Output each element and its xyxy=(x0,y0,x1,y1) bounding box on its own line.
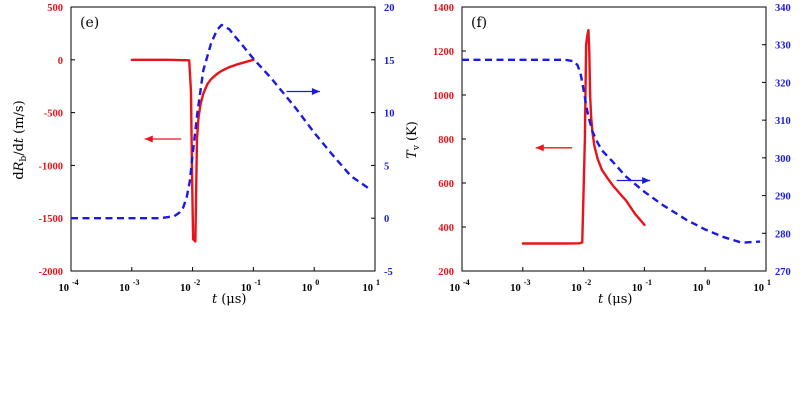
panel-f-left-tick-label: 1400 xyxy=(433,3,454,14)
panel-e-x-tick-label: 10 xyxy=(59,283,70,294)
panel-e-right-ticks: 20 15 10 5 0 -5 xyxy=(371,3,395,278)
panel-e-x-tick-label: 10 xyxy=(119,283,130,294)
panel-f-left-tick-label: 1200 xyxy=(433,47,454,58)
panel-f-x-tick-label: 10 xyxy=(754,283,765,294)
panel-f-x-tick-exponent: 0 xyxy=(706,278,710,287)
panel-f-left-tick-label: 400 xyxy=(438,223,454,234)
panel-e-x-tick-label: 10 xyxy=(241,283,252,294)
panel-f-chart: (f) 1400 1200 1000 800 600 400 200 340 330 320 31… xyxy=(405,3,791,307)
panel-e-right-tick-label: 5 xyxy=(384,161,389,172)
panel-f-right-tick-label: 270 xyxy=(775,267,791,278)
panel-f-left-ticks: 1400 1200 1000 800 600 400 200 xyxy=(433,3,466,278)
panel-f-arrow-right-icon xyxy=(642,176,651,184)
panel-f-label: (f) xyxy=(471,15,487,31)
panel-e-right-tick-label: 20 xyxy=(384,3,395,14)
panel-e-left-tick-label: -2000 xyxy=(39,267,64,278)
panel-f-series xyxy=(462,28,761,245)
panel-e-label: (e) xyxy=(80,15,99,31)
panel-e-left-tick-label: 500 xyxy=(47,3,63,14)
panel-e-left-tick-label: 0 xyxy=(58,56,63,67)
panel-e-y-axis-label: dRb/dt(m/s) xyxy=(12,100,29,179)
panel-e-series xyxy=(71,23,370,243)
panel-e-x-axis-label: t (μs) xyxy=(212,292,247,307)
panel-e-right-tick-label: -5 xyxy=(384,267,393,278)
panel-f-left-tick-label: 600 xyxy=(438,179,454,190)
panel-f-x-tick-label: 10 xyxy=(693,283,704,294)
panel-f-right-tick-label: 320 xyxy=(775,78,791,89)
panel-e-left-series-line xyxy=(130,58,255,243)
panel-f-plot-frame xyxy=(461,6,767,272)
panel-f-left-tick-label: 200 xyxy=(438,267,454,278)
panel-e-left-tick-label: -1000 xyxy=(39,161,64,172)
panel-e-arrows xyxy=(144,87,320,143)
panel-f-right-tick-label: 330 xyxy=(775,41,791,52)
panel-f-y-axis-label: Tv(K) xyxy=(405,121,422,159)
panel-f-right-tick-label: 340 xyxy=(775,3,791,14)
panel-f-right-ticks: 340 330 320 310 300 290 280 270 xyxy=(762,3,791,278)
panel-f-right-series-line xyxy=(462,58,761,244)
panel-f-x-tick-label: 10 xyxy=(571,283,582,294)
panel-f-left-series-line xyxy=(521,28,646,245)
panel-f-left-tick-label: 800 xyxy=(438,135,454,146)
panel-f-x-tick-exponent: -3 xyxy=(524,278,531,287)
panel-f-arrows xyxy=(535,144,651,184)
panel-e-x-tick-exponent: -2 xyxy=(194,278,201,287)
panel-e-x-tick-label: 10 xyxy=(180,283,191,294)
panel-e-x-tick-label: 10 xyxy=(302,283,313,294)
panel-e-right-tick-label: 0 xyxy=(384,214,389,225)
panel-f-x-tick-exponent: -4 xyxy=(463,278,470,287)
panel-f-x-tick-exponent: -2 xyxy=(585,278,592,287)
panel-e-left-tick-label: -1500 xyxy=(39,214,64,225)
panel-e-right-tick-label: 10 xyxy=(384,109,395,120)
panel-e-x-tick-exponent: -1 xyxy=(254,278,261,287)
panel-f-right-tick-label: 310 xyxy=(775,116,791,127)
panel-f-arrow-left-icon xyxy=(535,144,544,152)
panel-e-x-tick-exponent: 0 xyxy=(315,278,319,287)
panel-f-right-tick-label: 280 xyxy=(775,229,791,240)
panel-f-right-tick-label: 290 xyxy=(775,192,791,203)
panel-f-x-tick-exponent: -1 xyxy=(645,278,652,287)
panel-f-right-tick-label: 300 xyxy=(775,154,791,165)
panel-f-x-tick-label: 10 xyxy=(510,283,521,294)
panel-f-x-tick-label: 10 xyxy=(632,283,643,294)
panel-e-x-tick-exponent: -3 xyxy=(133,278,140,287)
panel-e-x-tick-exponent: 1 xyxy=(376,278,380,287)
panel-e-arrow-right-icon xyxy=(311,87,320,95)
panel-e-arrow-left-icon xyxy=(144,135,153,143)
panel-e-left-ticks: 500 0 -500 -1000 -1500 -2000 xyxy=(39,3,75,278)
panel-e-left-tick-label: -500 xyxy=(44,109,63,120)
panel-e-right-series-line xyxy=(71,23,370,220)
panel-f-x-axis-label: t (μs) xyxy=(598,292,633,307)
panel-f-x-tick-exponent: 1 xyxy=(767,278,771,287)
panel-f-left-tick-label: 1000 xyxy=(433,91,454,102)
panel-e-plot-frame xyxy=(70,6,376,272)
panel-e-right-tick-label: 15 xyxy=(384,56,395,67)
panel-e-x-tick-label: 10 xyxy=(363,283,374,294)
panel-e-x-tick-exponent: -4 xyxy=(72,278,79,287)
panel-f-x-tick-label: 10 xyxy=(450,283,461,294)
